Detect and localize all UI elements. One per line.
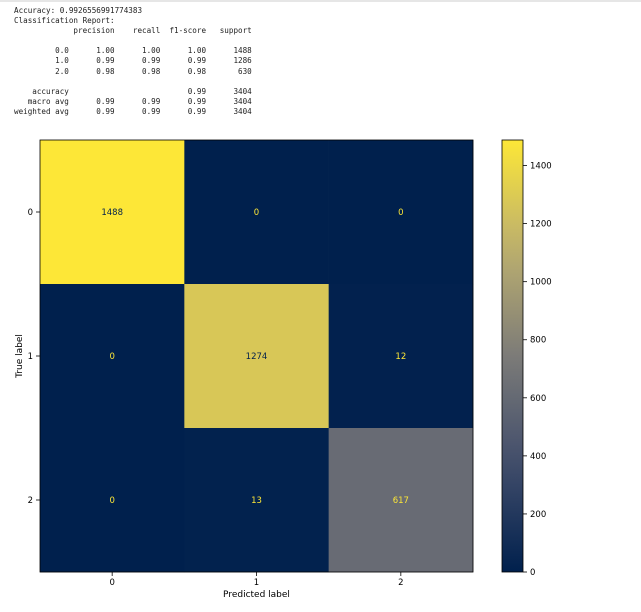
cell-value-label: 1274 — [246, 352, 268, 362]
report-row: 1.0 0.99 0.99 0.99 1286 — [14, 56, 252, 66]
colorbar-tick-label: 1000 — [530, 278, 552, 288]
x-tick-label: 0 — [109, 578, 114, 588]
colorbar-tick-label: 1400 — [530, 162, 552, 172]
cell-value-label: 617 — [393, 496, 409, 506]
colorbar-tick-label: 800 — [530, 336, 546, 346]
heatmap-cell — [40, 428, 185, 573]
heatmap-cell — [40, 284, 185, 429]
heatmap-cell — [184, 428, 329, 573]
report-row: 0.0 1.00 1.00 1.00 1488 — [14, 46, 252, 56]
heatmap-cell — [328, 140, 474, 285]
colorbar-tick-label: 400 — [530, 452, 546, 462]
colorbar-tick-label: 600 — [530, 394, 546, 404]
report-summary-row: accuracy 0.99 3404 — [14, 86, 252, 96]
colorbar-tick-label: 0 — [530, 568, 535, 578]
report-header: precision recall f1-score support — [14, 26, 252, 36]
cell-value-label: 0 — [109, 496, 114, 506]
cell-value-label: 1488 — [101, 208, 123, 218]
report-title: Classification Report: — [14, 16, 115, 26]
heatmap-cell — [40, 140, 185, 285]
colorbar-tick-label: 200 — [530, 510, 546, 520]
report-summary-row: macro avg 0.99 0.99 0.99 3404 — [14, 96, 252, 106]
report-summary-row: weighted avg 0.99 0.99 0.99 3404 — [14, 106, 252, 116]
cell-value-label: 13 — [251, 496, 262, 506]
y-axis-label: True label — [15, 334, 25, 379]
colorbar — [502, 140, 523, 572]
cell-value-label: 0 — [254, 208, 259, 218]
heatmap-cell — [184, 140, 329, 285]
report-row: 2.0 0.98 0.98 0.98 630 — [14, 66, 252, 76]
colorbar-tick-label: 1200 — [530, 220, 552, 230]
y-tick-label: 1 — [28, 352, 33, 362]
classification-report: Accuracy: 0.9926556991774383 Classificat… — [14, 6, 252, 117]
heatmap-cell — [328, 428, 474, 573]
x-tick-label: 2 — [398, 578, 403, 588]
colorbar-frame — [501, 139, 524, 573]
heatmap-cell — [328, 284, 474, 429]
x-axis-label: Predicted label — [223, 590, 290, 600]
y-tick-label: 2 — [28, 496, 33, 506]
cell-value-label: 12 — [395, 352, 406, 362]
heatmap-cell — [184, 284, 329, 429]
top-divider — [0, 0, 641, 2]
y-tick-label: 0 — [28, 208, 33, 218]
cell-value-label: 0 — [398, 208, 403, 218]
cell-value-label: 0 — [109, 352, 114, 362]
x-tick-label: 1 — [254, 578, 259, 588]
accuracy-line: Accuracy: 0.9926556991774383 — [14, 6, 143, 15]
